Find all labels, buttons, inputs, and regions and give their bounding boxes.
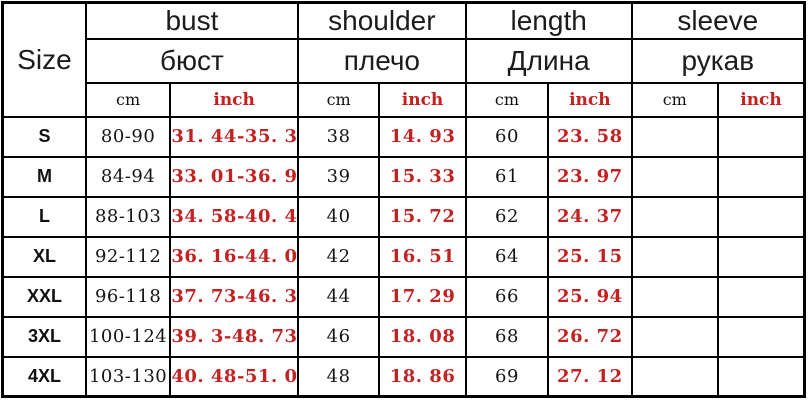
length-cm-value: 66 <box>464 275 550 318</box>
shoulder-inch-value: 14. 93 <box>378 115 467 158</box>
bust-cm-value: 80-90 <box>84 115 172 158</box>
bust-cm-value: 84-94 <box>84 155 172 198</box>
header-row-russian: бюст плечо Длина рукав <box>3 37 806 84</box>
shoulder-cm-value: 44 <box>296 275 381 318</box>
length-cm-unit: cm <box>464 81 550 118</box>
size-label: XXL <box>1 275 87 318</box>
bust-header-en: bust <box>84 1 299 40</box>
shoulder-inch-value: 18. 08 <box>378 315 467 358</box>
sleeve-inch-value <box>717 275 806 318</box>
table-row-xxl: XXL 96-118 37. 73-46. 37 44 17. 29 66 25… <box>1 275 806 318</box>
sleeve-cm-value <box>630 155 720 198</box>
shoulder-inch-value: 15. 33 <box>378 155 467 198</box>
shoulder-cm-value: 40 <box>296 195 381 238</box>
bust-header-ru: бюст <box>84 37 299 84</box>
bust-inch-value: 34. 58-40. 48 <box>169 195 299 238</box>
size-label: L <box>1 195 87 238</box>
table-row-l: L 88-103 34. 58-40. 48 40 15. 72 62 24. … <box>1 195 806 238</box>
table-row-4xl: 4XL 103-130 40. 48-51. 09 48 18. 86 69 2… <box>1 355 806 398</box>
size-label: 3XL <box>1 315 87 358</box>
length-inch-value: 23. 97 <box>547 155 633 198</box>
bust-cm-unit: cm <box>84 81 172 118</box>
bust-inch-value: 31. 44-35. 37 <box>169 115 299 158</box>
bust-inch-unit: inch <box>169 81 299 118</box>
shoulder-inch-unit: inch <box>378 81 467 118</box>
shoulder-cm-unit: cm <box>296 81 381 118</box>
size-label: XL <box>1 235 87 278</box>
shoulder-header-en: shoulder <box>296 1 467 40</box>
size-label: S <box>1 115 87 158</box>
sleeve-cm-value <box>630 315 720 358</box>
shoulder-cm-value: 48 <box>296 355 381 398</box>
length-inch-unit: inch <box>547 81 633 118</box>
sleeve-header-en: sleeve <box>630 1 806 40</box>
length-header-ru: Длина <box>464 37 633 84</box>
shoulder-inch-value: 15. 72 <box>378 195 467 238</box>
sleeve-cm-value <box>630 355 720 398</box>
bust-inch-value: 37. 73-46. 37 <box>169 275 299 318</box>
table-row-3xl: 3XL 100-124 39. 3-48. 73 46 18. 08 68 26… <box>1 315 806 358</box>
sleeve-cm-unit: cm <box>630 81 720 118</box>
length-cm-value: 69 <box>464 355 550 398</box>
shoulder-cm-value: 42 <box>296 235 381 278</box>
length-cm-value: 60 <box>464 115 550 158</box>
sleeve-inch-value <box>717 235 806 278</box>
shoulder-inch-value: 18. 86 <box>378 355 467 398</box>
sleeve-inch-value <box>717 355 806 398</box>
shoulder-cm-value: 46 <box>296 315 381 358</box>
bust-inch-value: 40. 48-51. 09 <box>169 355 299 398</box>
table-row-m: M 84-94 33. 01-36. 94 39 15. 33 61 23. 9… <box>1 155 806 198</box>
bust-cm-value: 100-124 <box>84 315 172 358</box>
bust-inch-value: 33. 01-36. 94 <box>169 155 299 198</box>
sleeve-cm-value <box>630 275 720 318</box>
length-header-en: length <box>464 1 633 40</box>
sleeve-cm-value <box>630 115 720 158</box>
table-row-xl: XL 92-112 36. 16-44. 02 42 16. 51 64 25.… <box>1 235 806 278</box>
table-row-s: S 80-90 31. 44-35. 37 38 14. 93 60 23. 5… <box>1 115 806 158</box>
length-inch-value: 23. 58 <box>547 115 633 158</box>
bust-cm-value: 88-103 <box>84 195 172 238</box>
sleeve-inch-unit: inch <box>717 81 806 118</box>
shoulder-inch-value: 17. 29 <box>378 275 467 318</box>
shoulder-cm-value: 39 <box>296 155 381 198</box>
header-row-english: Size bust shoulder length sleeve <box>1 1 806 118</box>
sleeve-inch-value <box>717 155 806 198</box>
bust-inch-value: 36. 16-44. 02 <box>169 235 299 278</box>
sleeve-cm-value <box>630 195 720 238</box>
length-cm-value: 68 <box>464 315 550 358</box>
length-inch-value: 26. 72 <box>547 315 633 358</box>
shoulder-cm-value: 38 <box>296 115 381 158</box>
sleeve-inch-value <box>717 195 806 238</box>
length-inch-value: 24. 37 <box>547 195 633 238</box>
size-label: 4XL <box>1 355 87 398</box>
sleeve-cm-value <box>630 235 720 278</box>
sleeve-header-ru: рукав <box>630 37 806 84</box>
bust-cm-value: 96-118 <box>84 275 172 318</box>
header-row-units: cm inch cm inch cm inch cm inch <box>3 81 806 118</box>
bust-inch-value: 39. 3-48. 73 <box>169 315 299 358</box>
size-column-header: Size <box>1 1 87 118</box>
length-cm-value: 64 <box>464 235 550 278</box>
length-inch-value: 25. 15 <box>547 235 633 278</box>
shoulder-inch-value: 16. 51 <box>378 235 467 278</box>
shoulder-header-ru: плечо <box>296 37 467 84</box>
length-inch-value: 27. 12 <box>547 355 633 398</box>
sleeve-inch-value <box>717 315 806 358</box>
bust-cm-value: 92-112 <box>84 235 172 278</box>
bust-cm-value: 103-130 <box>84 355 172 398</box>
length-cm-value: 62 <box>464 195 550 238</box>
sleeve-inch-value <box>717 115 806 158</box>
length-cm-value: 61 <box>464 155 550 198</box>
size-label: M <box>1 155 87 198</box>
length-inch-value: 25. 94 <box>547 275 633 318</box>
